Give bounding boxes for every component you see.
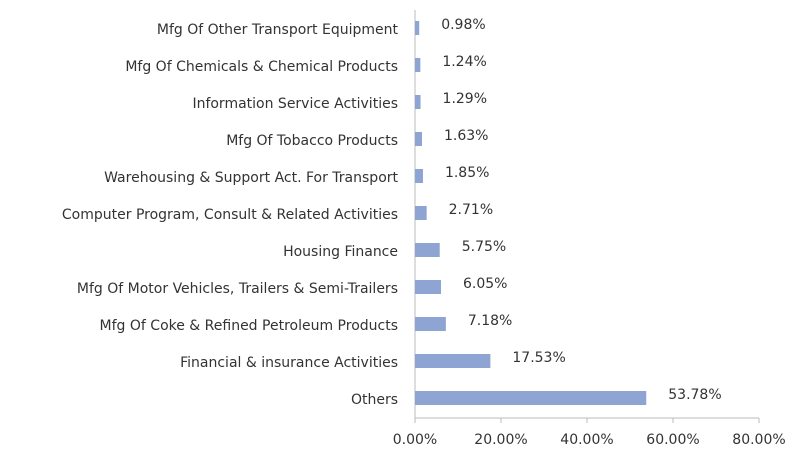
bar: [415, 243, 440, 257]
y-tick-label: Mfg Of Motor Vehicles, Trailers & Semi-T…: [77, 281, 398, 297]
data-label: 17.53%: [512, 350, 565, 366]
bar: [415, 132, 423, 146]
x-tick-label: 80.00%: [732, 432, 785, 448]
y-tick-label: Warehousing & Support Act. For Transport: [104, 170, 398, 186]
bar: [415, 58, 421, 72]
y-tick-label: Mfg Of Coke & Refined Petroleum Products: [100, 318, 398, 334]
bar: [415, 391, 647, 405]
data-label: 1.29%: [443, 91, 487, 107]
bar: [415, 354, 491, 368]
x-tick-label: 0.00%: [393, 432, 437, 448]
x-tick-label: 40.00%: [560, 432, 613, 448]
y-tick-label: Mfg Of Other Transport Equipment: [157, 22, 399, 38]
data-label: 1.85%: [445, 165, 489, 181]
bar: [415, 317, 446, 331]
data-label: 6.05%: [463, 276, 507, 292]
y-tick-label: Mfg Of Tobacco Products: [226, 133, 398, 149]
data-label: 1.24%: [442, 54, 486, 70]
bar: [415, 21, 420, 35]
y-tick-label: Housing Finance: [283, 244, 398, 260]
data-label: 53.78%: [668, 387, 721, 403]
x-tick-label: 20.00%: [474, 432, 527, 448]
bar: [415, 169, 423, 183]
data-label: 1.63%: [444, 128, 488, 144]
bar: [415, 280, 442, 294]
y-tick-label: Financial & insurance Activities: [180, 355, 398, 371]
data-label: 2.71%: [449, 202, 493, 218]
bar: [415, 206, 427, 220]
y-tick-label: Information Service Activities: [192, 96, 398, 112]
y-tick-label: Mfg Of Chemicals & Chemical Products: [125, 59, 398, 75]
data-label: 5.75%: [462, 239, 506, 255]
bar: [415, 95, 421, 109]
y-tick-label: Others: [351, 392, 398, 408]
data-label: 0.98%: [441, 17, 485, 33]
x-tick-label: 60.00%: [646, 432, 699, 448]
data-label: 7.18%: [468, 313, 512, 329]
y-tick-label: Computer Program, Consult & Related Acti…: [62, 207, 398, 223]
